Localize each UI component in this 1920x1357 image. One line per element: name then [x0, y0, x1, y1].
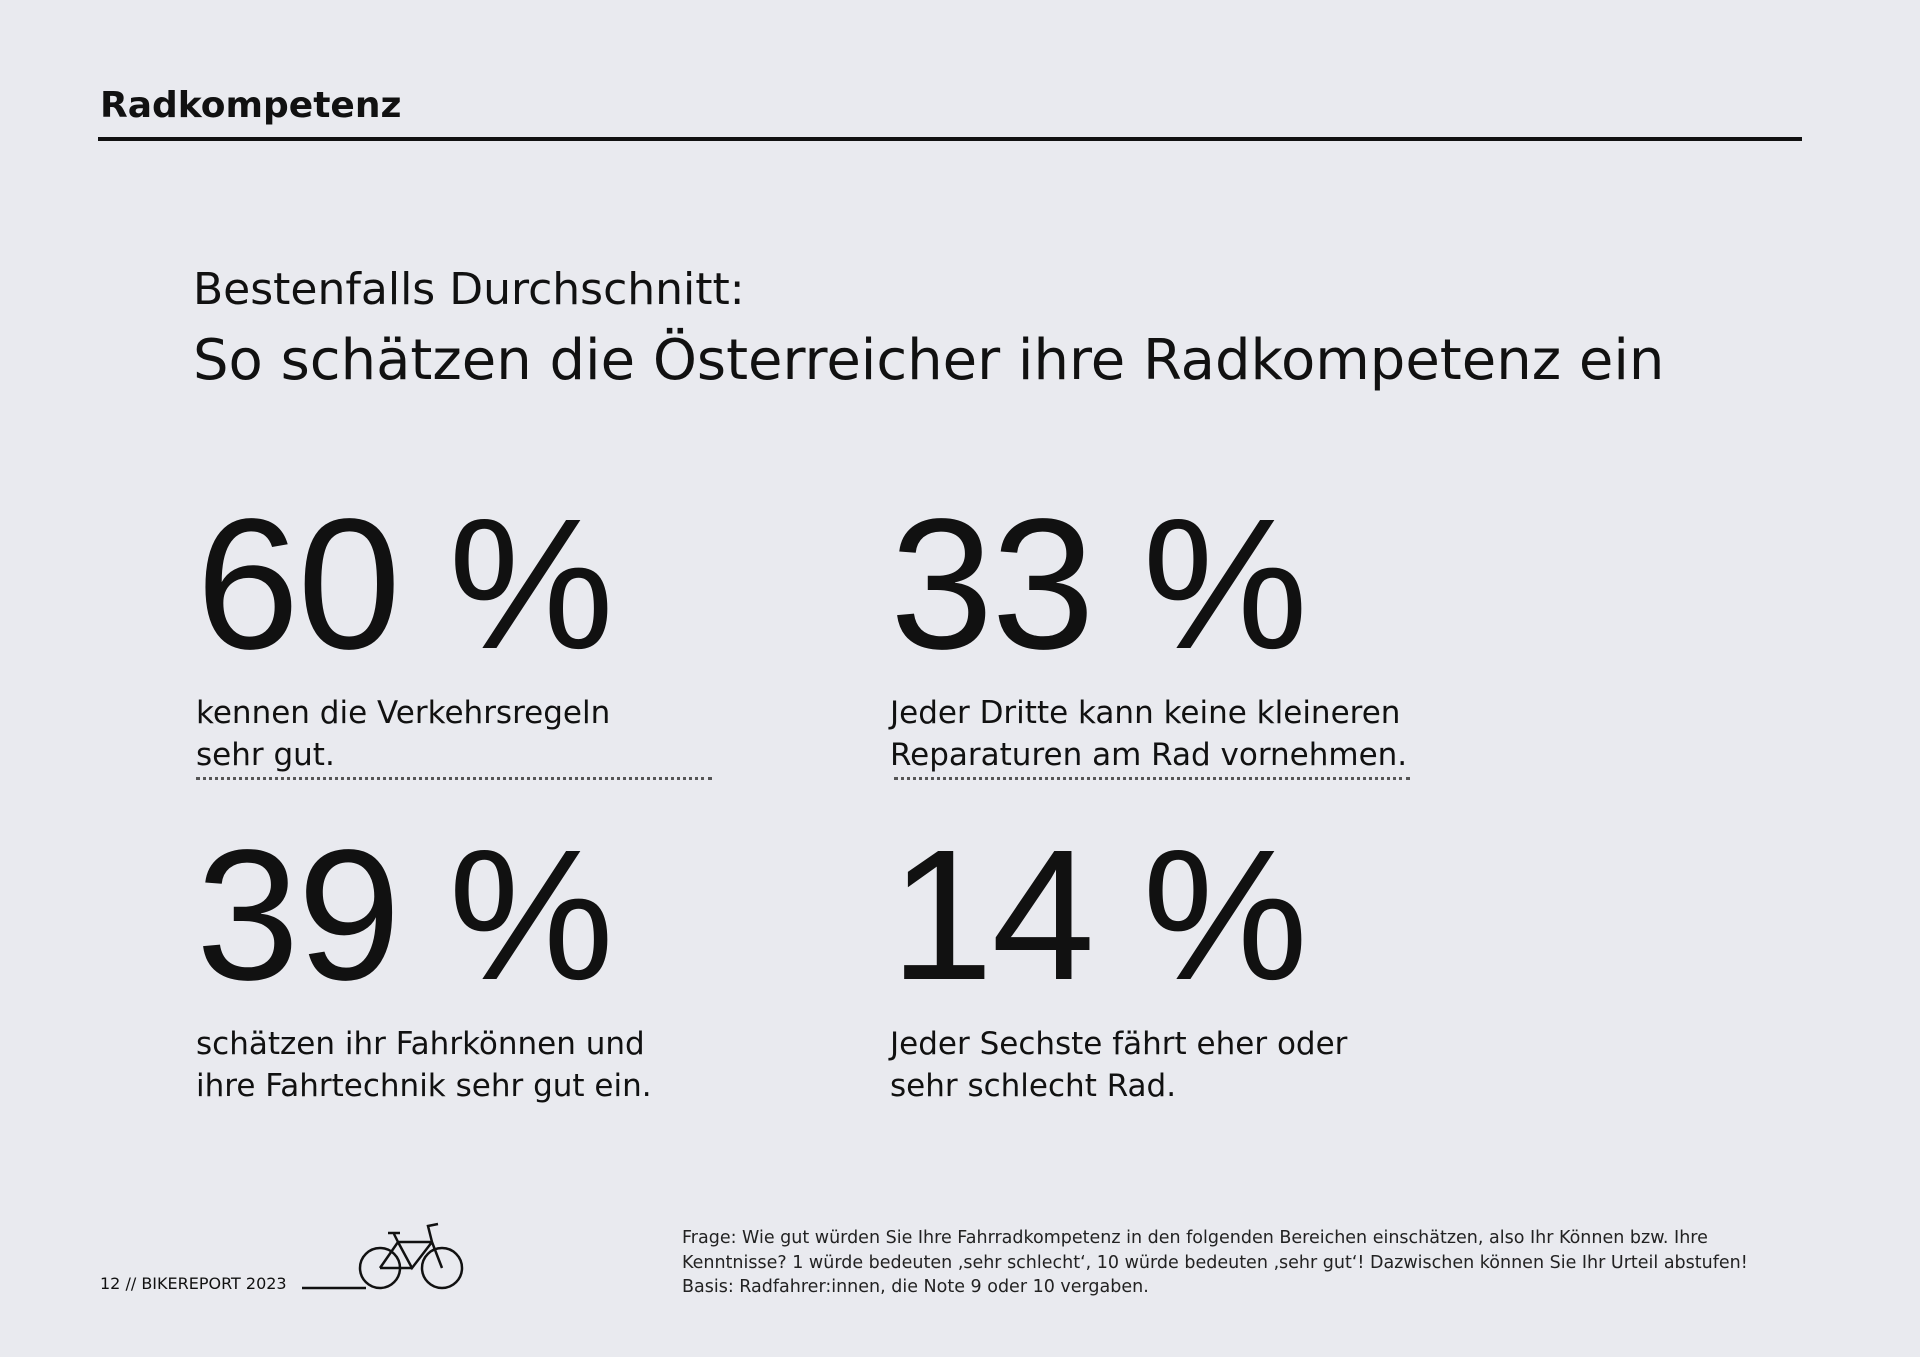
rule — [98, 137, 1802, 141]
label-line: Reparaturen am Rad vornehmen. — [890, 737, 1408, 773]
stat-label: Jeder Sechste fährt eher oder sehr schlec… — [890, 1023, 1450, 1107]
page-number: 12 // BIKEREPORT 2023 — [100, 1274, 287, 1293]
footnote-line: Kenntnisse? 1 würde bedeuten ‚sehr schle… — [682, 1252, 1748, 1273]
stat-label: schätzen ihr Fahrkönnen und ihre Fahrtech… — [196, 1023, 756, 1107]
stat-value: 33 % — [890, 481, 1308, 688]
label-line: kennen die Verkehrsregeln — [196, 695, 611, 731]
label-line: ihre Fahrtechnik sehr gut ein. — [196, 1068, 652, 1104]
label-line: Jeder Sechste fährt eher oder — [890, 1026, 1348, 1062]
label-line: Jeder Dritte kann keine kleineren — [890, 695, 1401, 731]
footnote-line: Basis: Radfahrer:innen, die Note 9 oder … — [682, 1277, 1149, 1297]
label-line: sehr schlecht Rad. — [890, 1068, 1177, 1104]
stat-label: Jeder Dritte kann keine kleineren Reparat… — [890, 692, 1450, 776]
stat-value: 60 % — [196, 481, 614, 688]
footnote: Frage: Wie gut würden Sie Ihre Fahrradko… — [682, 1226, 1748, 1300]
label-line: schätzen ihr Fahrkönnen und — [196, 1026, 645, 1062]
bike-icon — [302, 1222, 464, 1290]
headline: So schätzen die Österreicher ihre Radkom… — [193, 328, 1665, 393]
stat: 39 % schätzen ihr Fahrkönnen und ihre Fah… — [196, 823, 756, 1107]
kicker: Bestenfalls Durchschnitt: — [193, 264, 745, 315]
label-line: sehr gut. — [196, 737, 335, 773]
stat-value: 39 % — [196, 812, 614, 1019]
stat-value: 14 % — [890, 812, 1308, 1019]
stat: 33 % Jeder Dritte kann keine kleineren Re… — [890, 492, 1450, 776]
divider — [894, 777, 1410, 780]
divider — [196, 777, 712, 780]
footnote-line: Frage: Wie gut würden Sie Ihre Fahrradko… — [682, 1228, 1708, 1248]
stat: 60 % kennen die Verkehrsregeln sehr gut. — [196, 492, 756, 776]
stat-label: kennen die Verkehrsregeln sehr gut. — [196, 692, 756, 776]
stat: 14 % Jeder Sechste fährt eher oder sehr s… — [890, 823, 1450, 1107]
section-title: Radkompetenz — [100, 85, 402, 126]
